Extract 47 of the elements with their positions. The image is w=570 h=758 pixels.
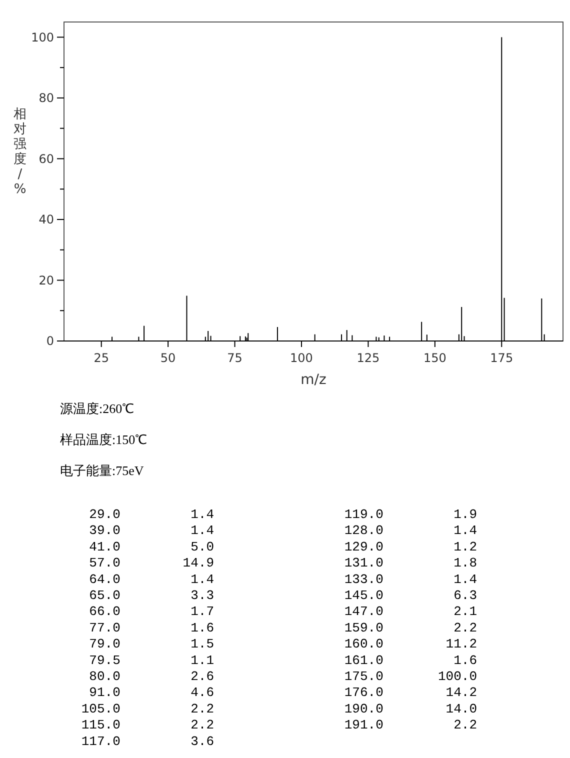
text: 29.0 1.4	[89, 507, 214, 522]
x-tick-label: 25	[94, 351, 109, 365]
text: 161.0 1.6	[344, 652, 477, 668]
y-tick-label: 80	[38, 91, 54, 106]
y-axis-title: 相对强度/%	[14, 107, 26, 197]
text: 117.0 3.6	[81, 734, 214, 749]
x-tick-label: 75	[227, 351, 242, 365]
y-tick-label: 60	[38, 152, 54, 166]
text: 176.0 14.2	[344, 685, 477, 700]
x-tick-label: 150	[423, 351, 446, 365]
text: 190.0 14.0	[344, 701, 477, 716]
text: 129.0 1.2	[344, 539, 477, 554]
text: 147.0 2.1	[344, 604, 478, 620]
text: 133.0 1.4	[344, 572, 478, 587]
y-tick-label: 100	[31, 30, 54, 44]
text: 64.0 1.4	[89, 572, 214, 587]
text: 115.0 2.2	[81, 718, 214, 733]
x-tick-label: 175	[490, 351, 514, 365]
x-axis-title: m/z	[300, 372, 326, 388]
x-tick-label: 125	[356, 351, 380, 365]
text: 145.0 6.3	[344, 588, 477, 603]
text: 191.0 2.2	[344, 718, 477, 733]
text: 105.0 2.2	[81, 701, 214, 716]
text: 80.0 2.6	[89, 669, 214, 684]
text: 41.0 5.0	[89, 539, 214, 554]
x-tick-label: 100	[290, 351, 313, 365]
text: 128.0 1.4	[344, 523, 478, 538]
x-tick-label: 50	[160, 351, 176, 365]
text: 131.0 1.8	[344, 556, 477, 571]
y-tick-label: 40	[38, 212, 54, 227]
text: 175.0 100.0	[344, 669, 477, 684]
text: 电子能量:75eV	[60, 463, 144, 478]
text: 160.0 11.2	[344, 636, 477, 652]
text: 77.0 1.6	[89, 620, 214, 636]
y-tick-label: 20	[38, 273, 54, 288]
text: 119.0 1.9	[344, 507, 477, 522]
text: 样品温度:150℃	[60, 432, 148, 447]
text: 79.5 1.1	[89, 652, 214, 668]
text: 57.0 14.9	[89, 556, 214, 571]
text: 91.0 4.6	[89, 685, 214, 700]
text: 66.0 1.7	[89, 604, 214, 620]
text: 39.0 1.4	[89, 523, 214, 538]
text: 65.0 3.3	[89, 588, 214, 603]
text: 79.0 1.5	[89, 636, 214, 652]
y-tick-label: 0	[46, 334, 54, 348]
text: 源温度:260℃	[60, 401, 134, 416]
text: 159.0 2.2	[344, 620, 477, 636]
